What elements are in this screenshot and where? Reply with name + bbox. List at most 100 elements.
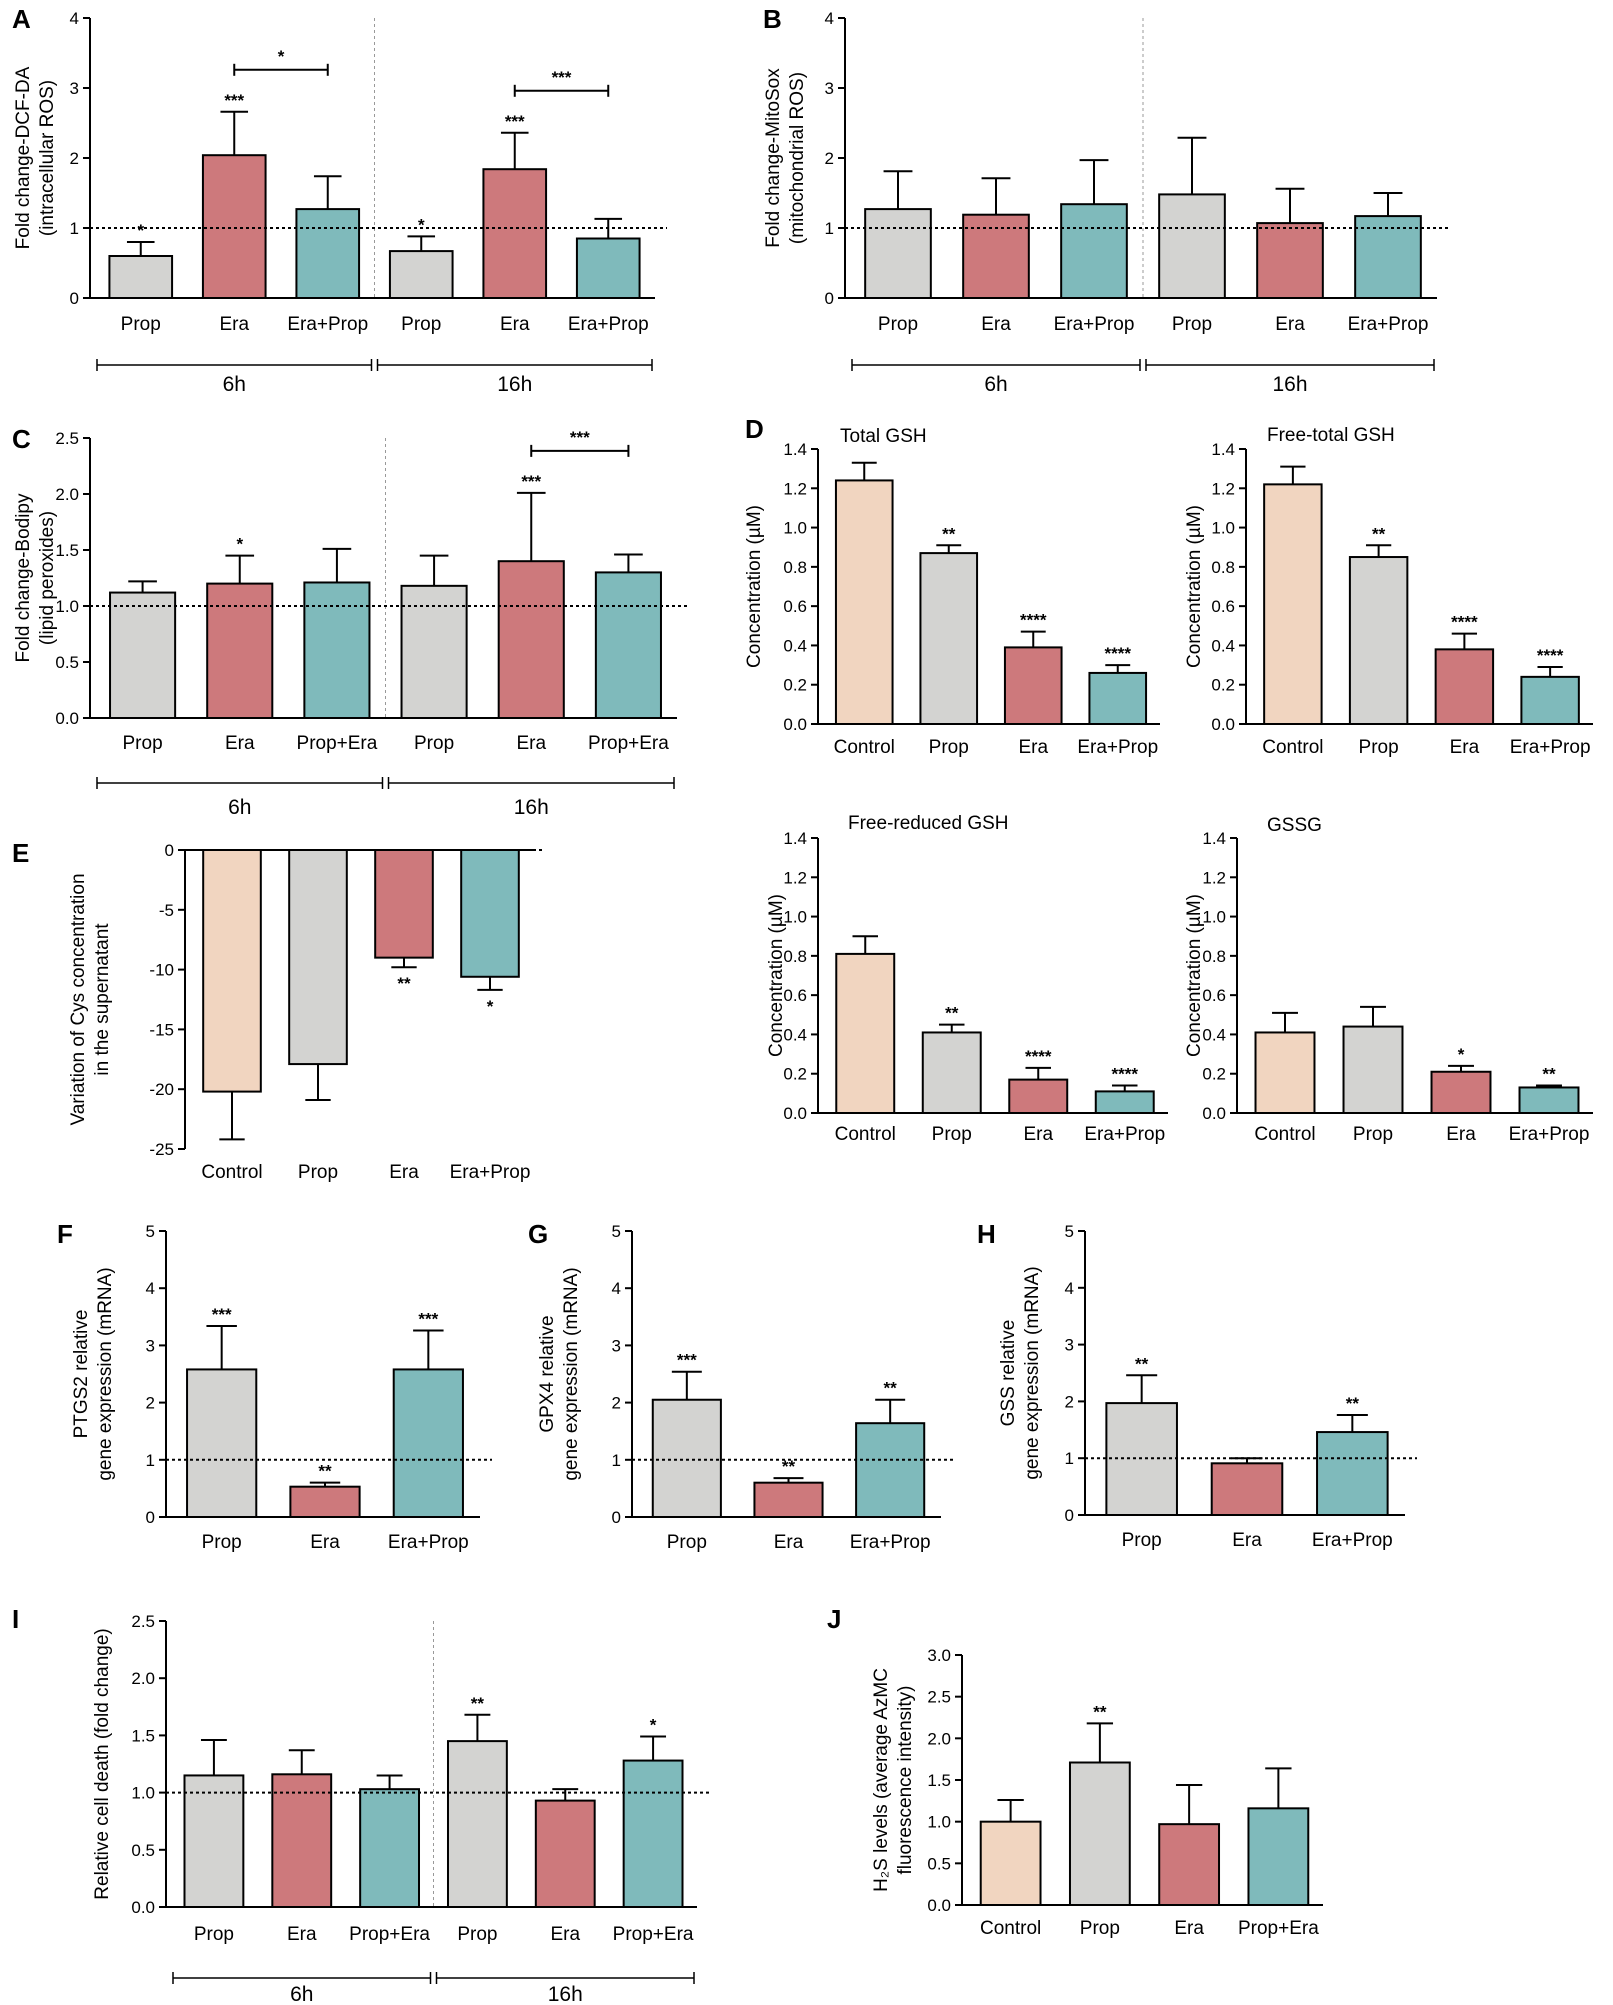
panel-d4: GSSG 0.0 0.2 0.4 0.6 0.8 1.0 1.2 1.4 Concentratio… bbox=[1184, 815, 1593, 1145]
y-axis-label: GSS relative bbox=[998, 1320, 1019, 1427]
significance-mark: *** bbox=[224, 91, 244, 110]
panel-label: C bbox=[12, 424, 31, 454]
y-axis-label: fluorescence intensity) bbox=[895, 1685, 916, 1874]
x-category-label: Prop bbox=[929, 737, 969, 758]
bar bbox=[186, 1368, 258, 1518]
bar bbox=[575, 237, 641, 299]
y-tick-label: 4 bbox=[146, 1279, 155, 1298]
x-category-label: Control bbox=[834, 737, 895, 758]
y-tick-label: 2.0 bbox=[131, 1669, 155, 1688]
x-category-label: Prop bbox=[1122, 1530, 1162, 1551]
y-axis-label: in the supernatant bbox=[92, 923, 113, 1076]
bar bbox=[921, 1031, 982, 1114]
x-category-label: Prop bbox=[414, 733, 454, 754]
panel-label: J bbox=[827, 1604, 841, 1634]
panel-j: J 0.0 0.5 1.0 1.5 2.0 2.5 3.0 H₂S levels (averag… bbox=[827, 1604, 1323, 1939]
bar bbox=[534, 1799, 596, 1909]
significance-mark: **** bbox=[1451, 613, 1478, 632]
y-tick-label: -5 bbox=[159, 901, 174, 920]
y-axis-label: H₂S levels (average AzMC bbox=[871, 1668, 892, 1892]
panel-label: A bbox=[12, 4, 31, 34]
panel-label: F bbox=[57, 1219, 73, 1249]
y-tick-label: 1.2 bbox=[1202, 868, 1226, 887]
y-tick-label: 1.5 bbox=[927, 1771, 951, 1790]
x-category-label: Control bbox=[980, 1918, 1041, 1939]
bar bbox=[1158, 1823, 1221, 1906]
y-tick-label: 3 bbox=[146, 1336, 155, 1355]
y-tick-label: 0 bbox=[825, 289, 834, 308]
y-tick-label: 1.2 bbox=[1211, 479, 1235, 498]
y-tick-label: 1.0 bbox=[1202, 908, 1226, 927]
bar bbox=[594, 571, 662, 720]
x-category-label: Prop bbox=[667, 1532, 707, 1553]
panel-label: G bbox=[528, 1219, 548, 1249]
bar bbox=[1263, 483, 1323, 725]
y-tick-label: 3.0 bbox=[927, 1646, 951, 1665]
x-category-label: Era bbox=[516, 733, 546, 754]
y-tick-label: 0 bbox=[146, 1508, 155, 1527]
x-category-label: Control bbox=[1262, 737, 1323, 758]
significance-mark: *** bbox=[505, 112, 525, 131]
bar bbox=[835, 952, 896, 1115]
x-category-label: Era+Prop bbox=[450, 1162, 531, 1183]
y-tick-label: 2 bbox=[612, 1394, 621, 1413]
y-axis-label: (intracellular ROS) bbox=[37, 80, 58, 236]
x-category-label: Prop bbox=[298, 1162, 338, 1183]
x-category-label: Era bbox=[389, 1162, 419, 1183]
panel-c: C 0.0 0.5 1.0 1.5 2.0 2.5 Fold change-Bodipy (li… bbox=[12, 424, 689, 819]
y-tick-label: 1 bbox=[825, 219, 834, 238]
bar bbox=[1316, 1431, 1389, 1517]
y-axis-label: (lipid peroxides) bbox=[37, 511, 58, 645]
significance-mark: * bbox=[418, 215, 425, 234]
y-tick-label: 1 bbox=[612, 1451, 621, 1470]
y-tick-label: 0 bbox=[612, 1508, 621, 1527]
y-tick-label: 0.6 bbox=[783, 986, 807, 1005]
bar bbox=[206, 582, 274, 719]
significance-mark: * bbox=[137, 221, 144, 240]
panel-d2: Free-total GSH 0.0 0.2 0.4 0.6 0.8 1.0 1.2 1.4 Co… bbox=[1184, 425, 1593, 758]
x-category-label: Era bbox=[287, 1924, 317, 1945]
x-category-label: Prop+Era bbox=[1238, 1918, 1319, 1939]
bar bbox=[855, 1422, 926, 1519]
significance-mark: **** bbox=[1112, 1065, 1139, 1084]
bar bbox=[446, 1740, 508, 1908]
y-tick-label: 0.2 bbox=[783, 676, 807, 695]
bracket-significance: * bbox=[278, 47, 285, 66]
y-tick-label: 0.0 bbox=[783, 715, 807, 734]
time-group-label: 16h bbox=[497, 373, 532, 396]
bar bbox=[1247, 1807, 1310, 1907]
bar bbox=[1003, 646, 1063, 726]
bar bbox=[374, 849, 434, 959]
y-tick-label: 2 bbox=[825, 149, 834, 168]
x-category-label: Era bbox=[310, 1532, 340, 1553]
significance-mark: *** bbox=[212, 1305, 232, 1324]
significance-mark: ** bbox=[397, 974, 411, 993]
panel-a: A 0 1 2 3 4 Fold change-DCF-DA (intracellular R… bbox=[12, 4, 667, 396]
panel-label: B bbox=[763, 4, 782, 34]
panel-label: D bbox=[745, 414, 764, 444]
bar bbox=[482, 168, 548, 299]
bar bbox=[753, 1481, 824, 1519]
y-tick-label: 1.5 bbox=[131, 1726, 155, 1745]
y-tick-label: 0.2 bbox=[1202, 1065, 1226, 1084]
bar bbox=[622, 1759, 684, 1908]
y-tick-label: 1.4 bbox=[783, 440, 807, 459]
y-tick-label: 3 bbox=[70, 79, 79, 98]
significance-mark: ** bbox=[1346, 1394, 1360, 1413]
y-tick-label: 1.0 bbox=[55, 597, 79, 616]
y-tick-label: 1.0 bbox=[927, 1813, 951, 1832]
y-tick-label: 1.2 bbox=[783, 479, 807, 498]
bracket-significance: *** bbox=[570, 428, 590, 447]
x-category-label: Era+Prop bbox=[1510, 737, 1591, 758]
bar bbox=[1434, 648, 1495, 725]
x-category-label: Prop bbox=[1353, 1124, 1393, 1145]
significance-mark: *** bbox=[418, 1310, 438, 1329]
y-tick-label: 5 bbox=[146, 1222, 155, 1241]
panel-i: I 0.0 0.5 1.0 1.5 2.0 2.5 Relative cell death (… bbox=[12, 1604, 709, 2005]
y-tick-label: 0.2 bbox=[1211, 676, 1235, 695]
y-tick-label: 3 bbox=[825, 79, 834, 98]
y-tick-label: 2 bbox=[146, 1394, 155, 1413]
y-tick-label: 0.8 bbox=[1202, 947, 1226, 966]
bar bbox=[1430, 1070, 1492, 1114]
y-axis-label: Fold change-Bodipy bbox=[13, 493, 34, 662]
